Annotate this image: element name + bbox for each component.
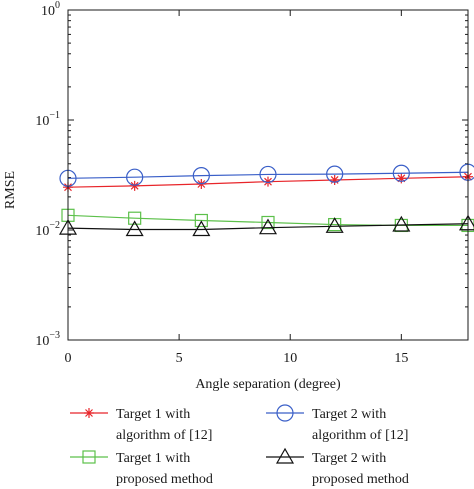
legend-label: Target 2 with: [312, 407, 386, 422]
series-line: [67, 223, 469, 231]
data-point-square: [128, 211, 142, 225]
data-point-triangle: [192, 220, 211, 237]
y-tick-label: 10−3: [35, 330, 60, 349]
data-point-triangle: [325, 217, 344, 233]
legend-marker-square: [82, 450, 96, 464]
series-layer: [58, 163, 474, 237]
data-point-square: [194, 213, 208, 228]
y-tick-label: 10−2: [35, 220, 60, 239]
data-point-triangle: [125, 220, 144, 237]
data-point-circle: [126, 168, 144, 186]
legend-entry-4: Target 2 with proposed method: [266, 447, 409, 487]
data-point-triangle: [392, 215, 411, 232]
x-tick-label: 0: [65, 351, 72, 366]
x-axis-label: Angle separation (degree): [195, 377, 341, 392]
legend-label: algorithm of [12]: [116, 428, 212, 443]
y-tick-label: 10−1: [35, 110, 60, 129]
x-tick-label: 10: [283, 351, 297, 366]
data-point-asterisk: [329, 174, 340, 185]
data-point-circle: [392, 164, 410, 182]
data-point-square: [261, 215, 275, 230]
series-line: [67, 171, 469, 179]
legend-marker-asterisk: [84, 408, 94, 418]
data-point-asterisk: [263, 176, 273, 187]
x-tick-label: 15: [394, 351, 408, 366]
data-point-asterisk: [129, 180, 140, 191]
legend-marker-circle: [276, 404, 294, 422]
data-point-circle: [192, 167, 210, 185]
legend-entry-1: Target 1 with algorithm of [12]: [70, 407, 212, 443]
legend-label: proposed method: [116, 472, 213, 487]
y-axis-label: RMSE: [3, 171, 18, 209]
data-point-circle: [259, 165, 277, 184]
legend-label: Target 1 with: [116, 407, 190, 422]
legend-label: proposed method: [312, 472, 409, 487]
legend-entry-2: Target 2 with algorithm of [12]: [266, 404, 408, 443]
x-axis-ticks: 0 5 10 15: [65, 10, 408, 366]
data-point-triangle: [258, 218, 278, 235]
x-tick-label: 5: [176, 351, 183, 366]
legend-marker-triangle: [275, 447, 295, 464]
data-point-circle: [326, 165, 344, 183]
legend-label: Target 1 with: [116, 451, 190, 466]
series-4: [58, 214, 474, 237]
y-tick-label: 100: [41, 0, 60, 19]
legend-label: Target 2 with: [312, 451, 386, 466]
legend-label: algorithm of [12]: [312, 428, 408, 443]
legend-entry-3: Target 1 with proposed method: [70, 450, 213, 487]
plot-frame: [67, 9, 469, 341]
data-point-asterisk: [396, 173, 407, 184]
